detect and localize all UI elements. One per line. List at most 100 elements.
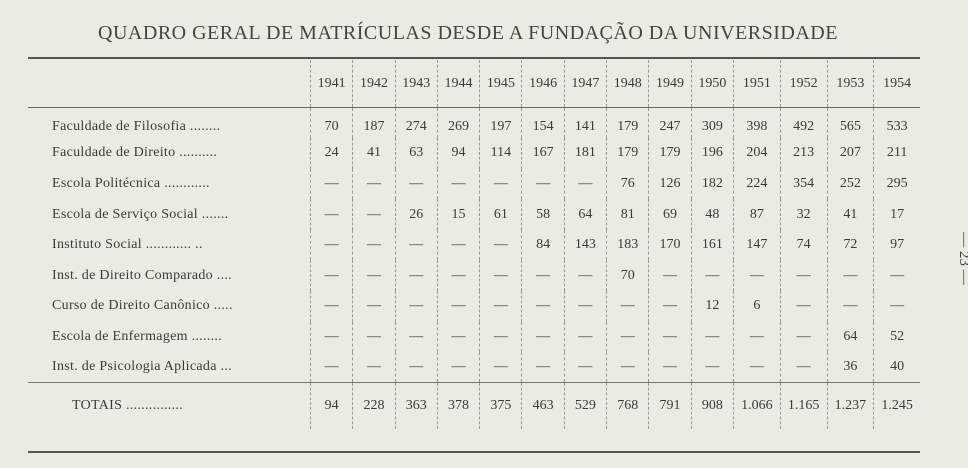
cell-value: — (436, 229, 480, 261)
row-label: Faculdade de Filosofia ........ (52, 119, 221, 135)
cell-value: 63 (394, 138, 438, 169)
cell-value: 81 (606, 199, 649, 230)
cell-value: 204 (732, 138, 781, 169)
cell-value: 40 (873, 352, 920, 383)
cell-value: 41 (352, 138, 396, 169)
year-header: 1946 (521, 60, 565, 108)
cell-value: — (352, 199, 396, 230)
cell-value: 15 (436, 199, 480, 230)
header-row: 1941 1942 1943 1944 1945 1946 1947 1948 1949 1950… (28, 60, 920, 108)
year-header: 1944 (436, 60, 480, 108)
cell-value: 354 (779, 168, 828, 200)
cell-value: — (309, 352, 353, 383)
top-rule (28, 57, 920, 59)
cell-value: 207 (826, 138, 874, 169)
table-title: QUADRO GERAL DE MATRÍCULAS DESDE A FUNDA… (98, 22, 838, 44)
cell-value: — (521, 168, 565, 200)
cell-value: — (779, 321, 828, 353)
cell-value: — (479, 168, 522, 200)
cell-value: — (479, 352, 522, 383)
cell-value: — (826, 260, 874, 292)
year-header: 1948 (606, 60, 649, 108)
cell-value: 70 (309, 107, 353, 139)
totals-row: TOTAIS ............... 94 228 363 378 375 463 5… (28, 382, 920, 430)
page-number: — 23 — (955, 232, 968, 285)
cell-value: 211 (873, 138, 920, 169)
cell-value: — (606, 352, 649, 383)
cell-value: 143 (563, 229, 607, 261)
cell-value: 181 (563, 138, 607, 169)
cell-value: 170 (648, 229, 692, 261)
cell-value: 269 (436, 107, 480, 139)
cell-value: 183 (606, 229, 649, 261)
cell-value: — (606, 321, 649, 353)
cell-value: 94 (436, 138, 480, 169)
cell-value: — (352, 260, 396, 292)
cell-value: — (779, 352, 828, 383)
cell-value: 179 (606, 138, 649, 169)
cell-value: 24 (309, 138, 353, 169)
cell-value: — (826, 291, 874, 322)
cell-value: 84 (521, 229, 565, 261)
cell-value: 363 (394, 382, 438, 430)
row-label: TOTAIS ............... (28, 382, 311, 430)
cell-value: — (394, 291, 438, 322)
cell-value: 295 (873, 168, 920, 200)
cell-value: — (873, 291, 920, 322)
cell-value: — (732, 321, 781, 353)
cell-value: — (309, 199, 353, 230)
cell-value: — (690, 260, 734, 292)
cell-value: — (563, 168, 607, 200)
cell-value: — (690, 321, 734, 353)
cell-value: 167 (521, 138, 565, 169)
table-row: Instituto Social ............ .. — — — — —84 1… (28, 229, 920, 261)
cell-value: 26 (394, 199, 438, 230)
table-row: Inst. de Psicologia Aplicada ... — — — — — — — —… (28, 352, 920, 383)
year-header: 1950 (690, 60, 734, 108)
row-label: Escola de Enfermagem ........ (52, 328, 223, 344)
year-header: 1942 (352, 60, 396, 108)
cell-value: — (563, 321, 607, 353)
year-header: 1953 (826, 60, 874, 108)
cell-value: 161 (690, 229, 734, 261)
year-header: 1949 (648, 60, 692, 108)
cell-value: 6 (732, 291, 781, 322)
cell-value: 41 (826, 199, 874, 230)
cell-value: 141 (563, 107, 607, 139)
cell-value: — (309, 229, 353, 261)
cell-value: — (690, 352, 734, 383)
cell-value: 32 (779, 199, 828, 230)
cell-value: 768 (606, 382, 649, 430)
cell-value: 12 (690, 291, 734, 322)
year-header: 1954 (873, 60, 920, 108)
cell-value: — (309, 321, 353, 353)
cell-value: — (521, 291, 565, 322)
cell-value: 1.237 (826, 382, 874, 430)
cell-value: 58 (521, 199, 565, 230)
cell-value: 126 (648, 168, 692, 200)
table-row: Curso de Direito Canônico ..... — — — — — — — — —… (28, 291, 920, 322)
cell-value: — (309, 168, 353, 200)
cell-value: 228 (352, 382, 396, 430)
table-row: Faculdade de Direito .......... 24 41 63 94 1… (28, 138, 920, 169)
table-row: Escola Politécnica ............ — — — — — — —76… (28, 168, 920, 200)
cell-value: — (394, 229, 438, 261)
cell-value: 565 (826, 107, 874, 139)
cell-value: — (779, 291, 828, 322)
cell-value: 492 (779, 107, 828, 139)
year-header: 1951 (732, 60, 781, 108)
cell-value: 791 (648, 382, 692, 430)
cell-value: 69 (648, 199, 692, 230)
cell-value: — (521, 321, 565, 353)
cell-value: 74 (779, 229, 828, 261)
row-label: Inst. de Direito Comparado .... (52, 267, 232, 283)
cell-value: — (648, 291, 692, 322)
cell-value: 114 (479, 138, 522, 169)
cell-value: 252 (826, 168, 874, 200)
cell-value: — (606, 291, 649, 322)
cell-value: 52 (873, 321, 920, 353)
cell-value: — (479, 260, 522, 292)
cell-value: — (309, 260, 353, 292)
table-row: Escola de Serviço Social ....... — —26 15 61… (28, 199, 920, 230)
table-row: Inst. de Direito Comparado .... — — — — — — —70… (28, 260, 920, 292)
